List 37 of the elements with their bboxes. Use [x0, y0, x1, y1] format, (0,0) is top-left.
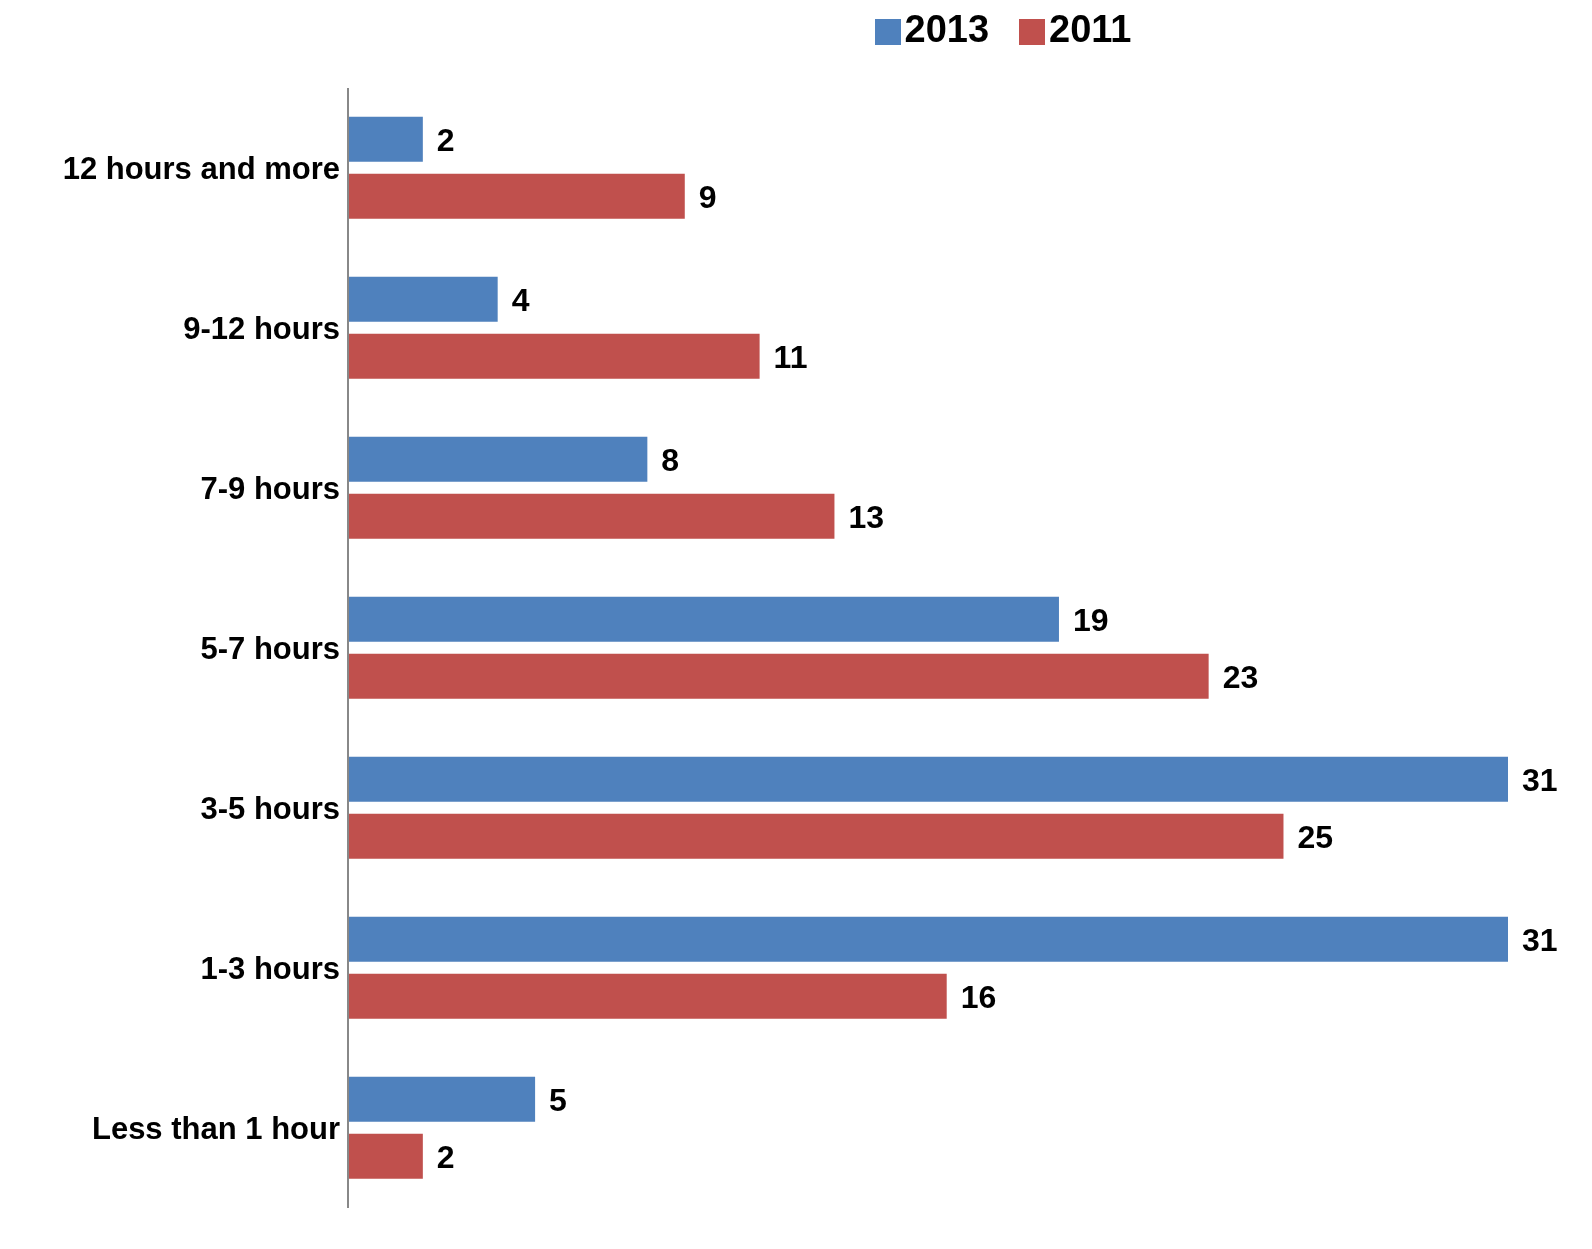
data-label: 8: [661, 441, 680, 478]
data-label: 5: [549, 1081, 567, 1118]
data-label: 13: [848, 498, 885, 535]
data-label: 2: [436, 1138, 455, 1175]
data-label: 23: [1222, 658, 1259, 695]
data-label: 4: [511, 281, 530, 318]
bar: [348, 1076, 536, 1122]
data-label: 19: [1072, 601, 1109, 638]
data-label: 16: [960, 978, 997, 1015]
data-label: 9: [698, 178, 717, 215]
data-label: 31: [1522, 921, 1558, 958]
legend-label: 2013: [904, 8, 990, 50]
bar: [348, 653, 1209, 699]
bar: [348, 276, 498, 322]
bar: [348, 813, 1284, 859]
y-tick-label: 3-5 hours: [200, 791, 340, 827]
bar: [348, 1133, 423, 1179]
bar: [348, 333, 760, 379]
legend-label: 2011: [1049, 8, 1132, 50]
y-tick-label: 12 hours and more: [62, 151, 340, 187]
data-label: 31: [1522, 761, 1558, 798]
bar: [348, 116, 423, 162]
y-tick-label: Less than 1 hour: [91, 1111, 340, 1147]
y-tick-label: 7-9 hours: [200, 471, 340, 507]
data-label: 11: [773, 338, 808, 375]
data-label: 25: [1297, 818, 1334, 855]
bar: [348, 916, 1508, 962]
bar: [348, 173, 685, 219]
bar: [348, 756, 1508, 802]
bar: [348, 596, 1059, 642]
bar: [348, 436, 648, 482]
y-tick-label: 9-12 hours: [183, 311, 340, 347]
bar: [348, 973, 947, 1019]
data-label: 2: [436, 121, 455, 158]
bar: [348, 493, 835, 539]
y-tick-label: 5-7 hours: [200, 631, 340, 667]
y-tick-label: 1-3 hours: [200, 951, 340, 987]
